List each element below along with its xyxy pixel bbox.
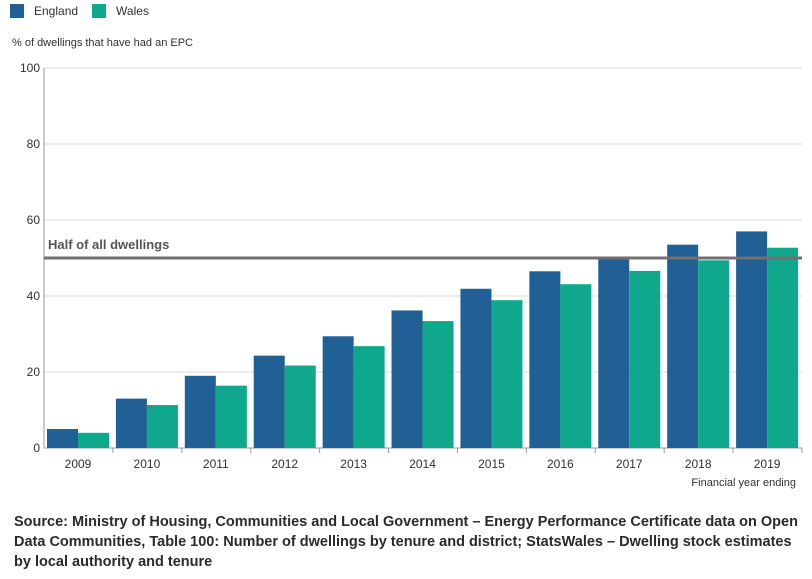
x-tick-label-2019: 2019 xyxy=(754,457,781,471)
bar-wales-2010 xyxy=(146,405,178,448)
bar-england-2011 xyxy=(184,375,216,448)
legend-swatch-england xyxy=(10,4,24,18)
bar-england-2009 xyxy=(47,429,78,448)
y-axis-label: % of dwellings that have had an EPC xyxy=(12,37,194,49)
bar-england-2019 xyxy=(736,231,768,448)
x-tick-label-2013: 2013 xyxy=(340,457,367,471)
bar-chart: 0 20 40 60 80 100 2009 2010 2011 2012 2013 2014 2015… xyxy=(20,61,803,489)
x-axis-label: Financial year ending xyxy=(691,477,796,489)
y-tick-label-40: 40 xyxy=(27,289,41,303)
bar-wales-2014 xyxy=(422,321,454,448)
x-tick-label-2018: 2018 xyxy=(685,457,712,471)
x-tick-label-2009: 2009 xyxy=(65,457,92,471)
x-tick-label-2012: 2012 xyxy=(271,457,298,471)
y-tick-label-100: 100 xyxy=(20,61,40,75)
source-note: Source: Ministry of Housing, Communities… xyxy=(14,514,798,570)
bar-england-2015 xyxy=(460,288,492,448)
bar-england-2014 xyxy=(391,310,423,448)
x-tick-label-2014: 2014 xyxy=(409,457,436,471)
y-tick-label-80: 80 xyxy=(27,137,41,151)
bar-england-2016 xyxy=(529,271,561,448)
bar-england-2010 xyxy=(115,398,147,448)
legend: England Wales xyxy=(10,4,163,18)
bar-wales-2009 xyxy=(78,432,109,448)
bar-wales-2019 xyxy=(767,247,799,448)
x-tick-label-2010: 2010 xyxy=(134,457,161,471)
legend-item-england: England xyxy=(10,4,78,18)
legend-item-wales: Wales xyxy=(92,4,149,18)
y-tick-label-20: 20 xyxy=(27,365,41,379)
y-tick-label-0: 0 xyxy=(33,441,40,455)
bar-england-2012 xyxy=(253,355,285,448)
legend-swatch-wales xyxy=(92,4,107,18)
x-tick-label-2017: 2017 xyxy=(616,457,643,471)
bar-wales-2017 xyxy=(629,270,661,448)
x-tick-label-2015: 2015 xyxy=(478,457,505,471)
bar-wales-2011 xyxy=(215,385,247,448)
bar-england-2013 xyxy=(322,336,354,448)
bar-wales-2018 xyxy=(698,260,730,448)
bar-wales-2015 xyxy=(491,300,523,448)
legend-label-england: England xyxy=(34,4,79,18)
bar-wales-2012 xyxy=(284,365,316,448)
legend-label-wales: Wales xyxy=(116,4,149,18)
bar-wales-2016 xyxy=(560,284,592,448)
bar-england-2017 xyxy=(598,256,630,448)
x-tick-label-2016: 2016 xyxy=(547,457,574,471)
bar-wales-2013 xyxy=(353,346,385,448)
y-tick-label-60: 60 xyxy=(27,213,41,227)
bar-england-2018 xyxy=(667,244,699,448)
reference-line-label: Half of all dwellings xyxy=(48,237,169,252)
x-tick-label-2011: 2011 xyxy=(203,457,229,471)
